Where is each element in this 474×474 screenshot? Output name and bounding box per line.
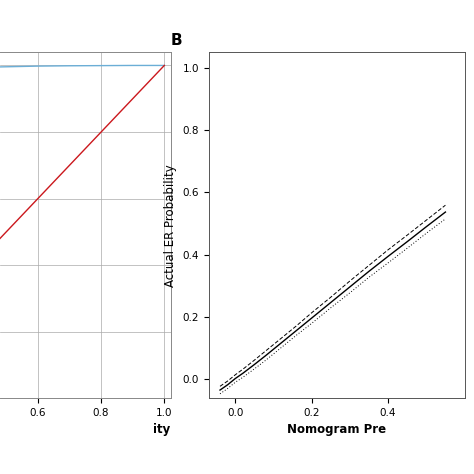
Text: B: B bbox=[170, 33, 182, 48]
Y-axis label: Actual ER Probability: Actual ER Probability bbox=[164, 164, 177, 286]
X-axis label: ity: ity bbox=[154, 423, 171, 437]
X-axis label: Nomogram Pre: Nomogram Pre bbox=[287, 423, 386, 437]
